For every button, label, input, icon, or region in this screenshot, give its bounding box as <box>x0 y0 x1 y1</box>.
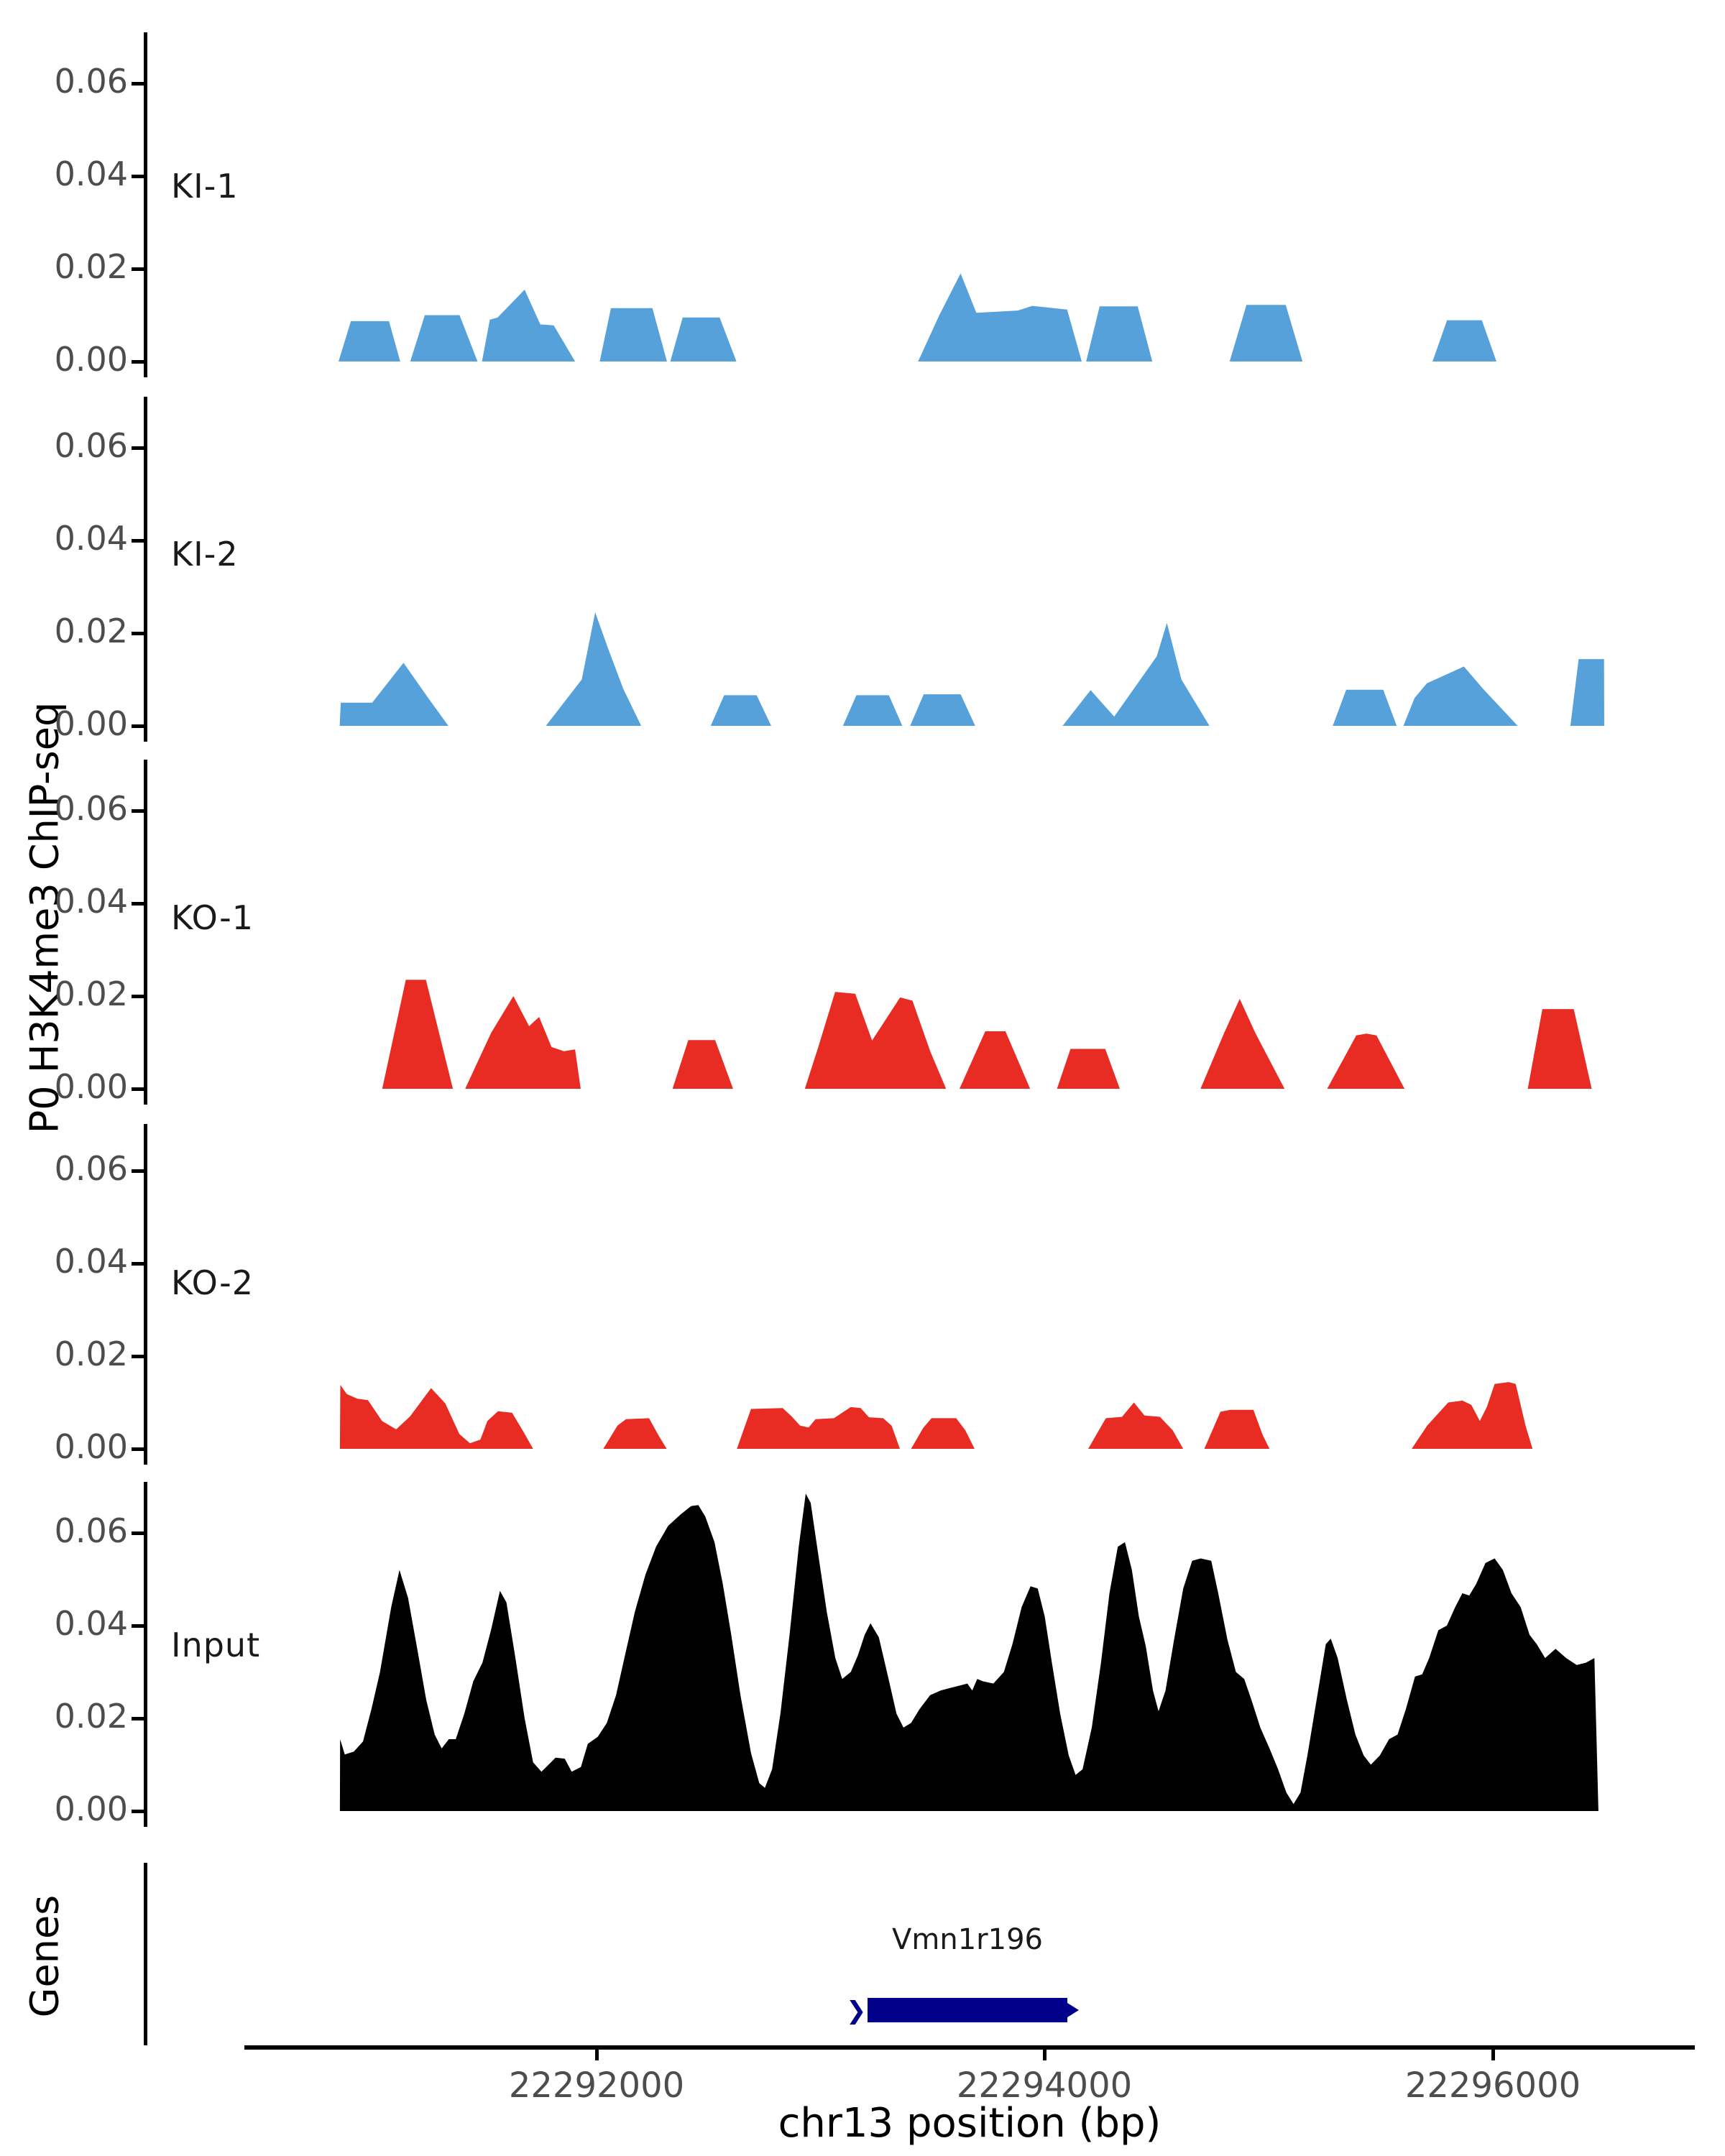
track-label-input: Input <box>171 1626 261 1664</box>
y-tick-label: 0.06 <box>54 1511 128 1550</box>
track-label-ko-1: KO-1 <box>171 898 254 937</box>
y-tick-mark <box>132 1262 145 1266</box>
y-tick-label: 0.02 <box>54 1335 128 1373</box>
gene-end-arrow-icon <box>1067 2003 1079 2017</box>
track-label-ki-1: KI-1 <box>171 167 239 206</box>
y-tick-mark <box>132 82 145 86</box>
y-tick-mark <box>132 995 145 998</box>
y-axis-line-ki-1 <box>144 32 147 377</box>
y-tick-label: 0.02 <box>54 612 128 650</box>
track-area-ko-1 <box>382 980 1592 1089</box>
y-tick-label: 0.00 <box>54 340 128 379</box>
y-tick-label: 0.06 <box>54 426 128 465</box>
gene-strand-arrow-icon: ❯ <box>846 1996 867 2025</box>
y-tick-mark <box>132 360 145 364</box>
y-tick-mark <box>132 539 145 543</box>
y-axis-line-ki-2 <box>144 397 147 742</box>
track-area-ki-2 <box>339 612 1605 726</box>
y-tick-mark <box>132 902 145 906</box>
track-label-ki-2: KI-2 <box>171 535 239 573</box>
y-tick-label: 0.06 <box>54 62 128 101</box>
gene-name-label: Vmn1r196 <box>892 1923 1043 1956</box>
y-tick-label: 0.00 <box>54 1067 128 1106</box>
x-tick-label: 22292000 <box>508 2065 685 2106</box>
y-tick-label: 0.00 <box>54 1427 128 1466</box>
y-tick-label: 0.04 <box>54 155 128 193</box>
y-tick-label: 0.06 <box>54 1149 128 1188</box>
y-tick-label: 0.04 <box>54 1604 128 1643</box>
genes-panel-title: Genes <box>22 1894 68 2018</box>
y-axis-line-input <box>144 1482 147 1827</box>
x-tick-label: 22296000 <box>1404 2065 1581 2106</box>
y-tick-label: 0.02 <box>54 975 128 1013</box>
y-tick-label: 0.00 <box>54 1789 128 1828</box>
y-tick-label: 0.06 <box>54 789 128 828</box>
y-tick-mark <box>132 1717 145 1720</box>
track-label-ko-2: KO-2 <box>171 1263 254 1302</box>
x-tick-label: 22294000 <box>956 2065 1133 2106</box>
y-tick-mark <box>132 809 145 813</box>
y-tick-mark <box>132 1169 145 1173</box>
y-tick-mark <box>132 1355 145 1358</box>
x-tick-mark <box>595 2049 599 2060</box>
x-tick-mark <box>1491 2049 1495 2060</box>
x-axis-title: chr13 position (bp) <box>778 2100 1162 2147</box>
y-tick-mark <box>132 1447 145 1451</box>
y-tick-label: 0.04 <box>54 519 128 558</box>
y-tick-mark <box>132 1087 145 1091</box>
y-tick-mark <box>132 1624 145 1628</box>
track-area-ko-2 <box>339 1382 1533 1449</box>
track-area-input <box>339 1493 1598 1811</box>
y-tick-mark <box>132 267 145 271</box>
y-tick-mark <box>132 1531 145 1535</box>
y-tick-mark <box>132 632 145 635</box>
y-tick-label: 0.02 <box>54 247 128 286</box>
y-tick-label: 0.04 <box>54 1242 128 1281</box>
y-tick-label: 0.04 <box>54 882 128 921</box>
genes-axis-line <box>144 1863 147 2045</box>
y-tick-mark <box>132 175 145 178</box>
x-tick-mark <box>1043 2049 1046 2060</box>
gene-body-bar <box>868 1998 1067 2022</box>
y-tick-mark <box>132 446 145 450</box>
y-tick-label: 0.02 <box>54 1697 128 1736</box>
y-axis-line-ko-1 <box>144 760 147 1105</box>
y-axis-line-ko-2 <box>144 1124 147 1465</box>
track-area-ki-1 <box>339 273 1496 361</box>
y-tick-mark <box>132 724 145 728</box>
x-axis-line <box>244 2045 1695 2050</box>
y-tick-label: 0.00 <box>54 704 128 743</box>
y-tick-mark <box>132 1810 145 1813</box>
